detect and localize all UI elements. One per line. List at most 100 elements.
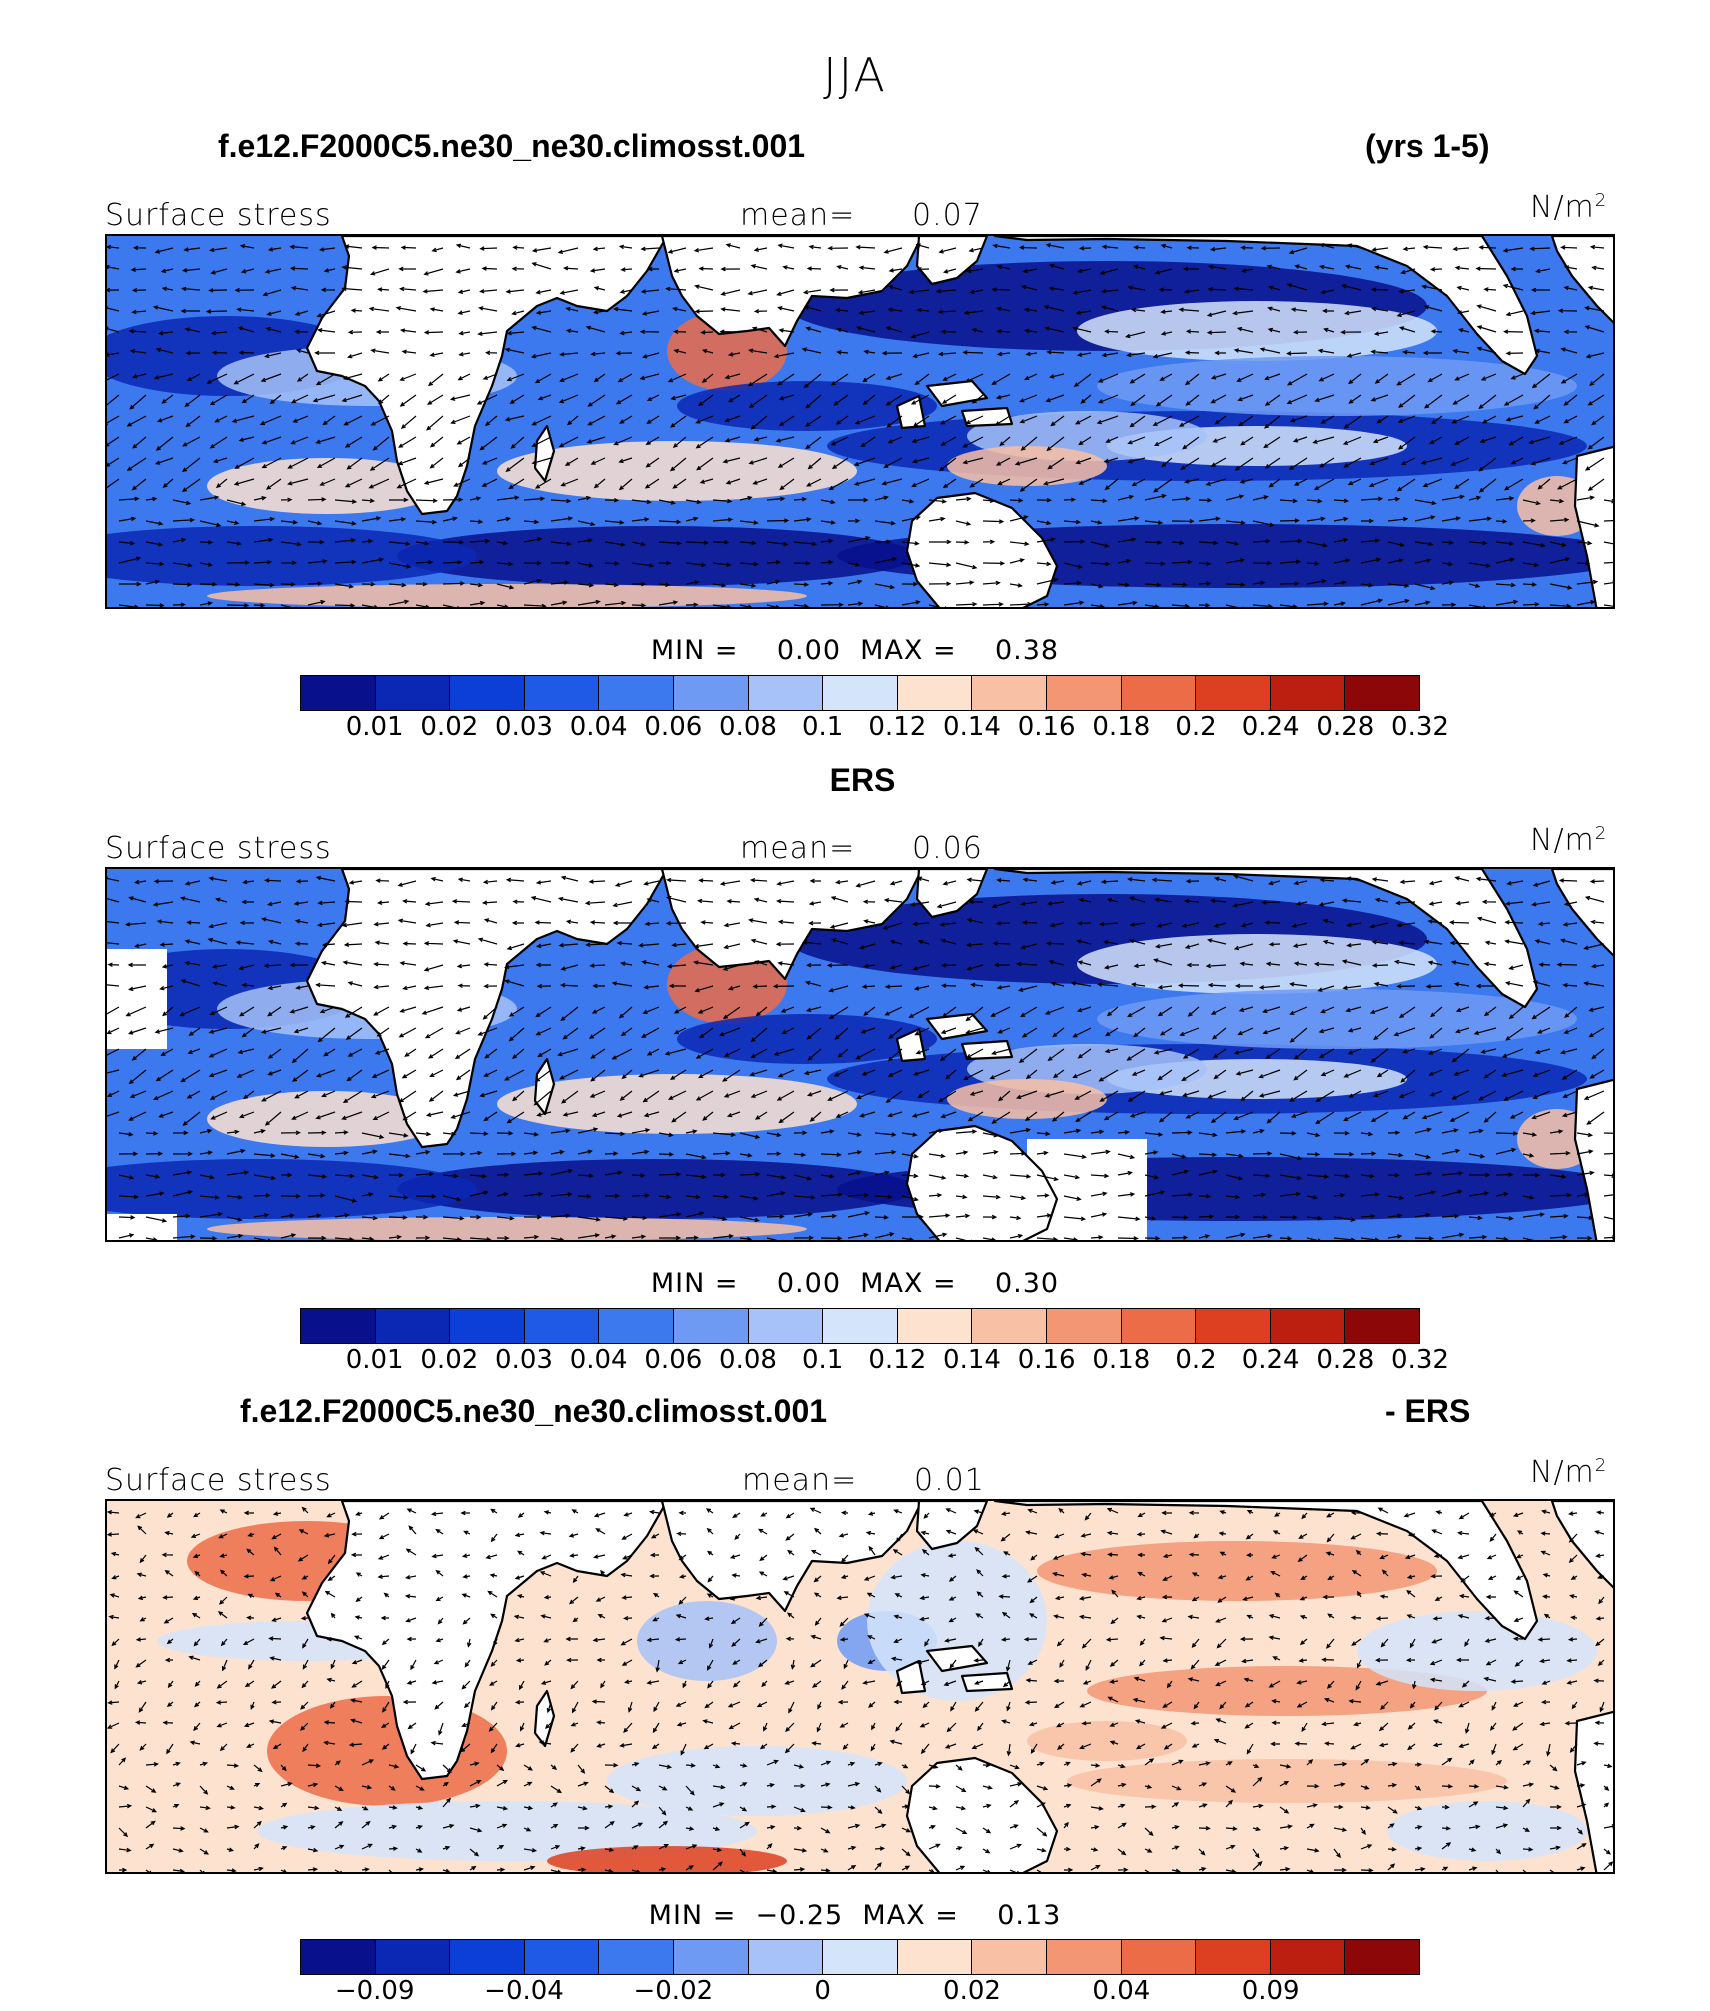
colorbar-tick-label: 0 <box>814 1976 831 2006</box>
colorbar-swatch <box>524 1940 600 1974</box>
colorbar-tick-label: −0.02 <box>633 1976 714 2006</box>
units-exponent: 2 <box>1594 823 1608 844</box>
colorbar-tick-label: 0.01 <box>345 1345 404 1375</box>
mean-label: mean= <box>740 198 856 233</box>
colorbar-swatch <box>1196 1309 1271 1343</box>
colorbar-swatch <box>450 676 525 710</box>
colorbar-swatch <box>897 1309 973 1343</box>
colorbar-swatch <box>301 1940 376 1974</box>
colorbar-swatch <box>972 1309 1047 1343</box>
minmax-label: MIN = 0.00 MAX = 0.30 <box>650 1268 1060 1299</box>
colorbar-swatch <box>897 676 973 710</box>
colorbar-swatch <box>1345 1940 1419 1974</box>
colorbar-tick-label: 0.14 <box>943 1345 1001 1375</box>
obs-title: ERS <box>829 762 896 798</box>
figure-title: JJA <box>823 48 887 102</box>
colorbar-swatch <box>524 676 600 710</box>
colorbar-tick-label: 0.04 <box>569 1345 628 1375</box>
colorbar-tick-label: 0.12 <box>868 712 927 742</box>
colorbar-swatch <box>1270 1940 1346 1974</box>
colorbar-tick-label: 0.32 <box>1391 712 1449 742</box>
colorbar-tick-label: 0.03 <box>495 1345 553 1375</box>
diff-title-right: - ERS <box>1385 1393 1471 1429</box>
colorbar <box>300 1939 1420 1975</box>
colorbar-swatch <box>375 1309 451 1343</box>
minmax-label: MIN = 0.00 MAX = 0.38 <box>650 635 1060 666</box>
colorbar-swatch <box>1270 1309 1346 1343</box>
colorbar-swatch <box>1121 1940 1197 1974</box>
colorbar-tick-label: 0.24 <box>1241 1345 1300 1375</box>
units-text: N/m <box>1530 1455 1595 1490</box>
colorbar-swatch <box>375 1940 451 1974</box>
colorbar-swatch <box>1345 1309 1419 1343</box>
surface-stress-map-model <box>105 234 1615 609</box>
colorbar-swatch <box>375 676 451 710</box>
colorbar-tick-label: 0.02 <box>420 1345 479 1375</box>
colorbar-tick-label: 0.16 <box>1017 712 1076 742</box>
colorbar-swatch <box>1046 676 1122 710</box>
colorbar-tick-label: 0.12 <box>868 1345 927 1375</box>
colorbar-swatch <box>823 1940 898 1974</box>
colorbar-swatch <box>673 1309 749 1343</box>
colorbar-swatch <box>524 1309 600 1343</box>
colorbar-swatch <box>673 1940 749 1974</box>
colorbar-swatch <box>748 1940 824 1974</box>
colorbar <box>300 1308 1420 1344</box>
colorbar-swatch <box>450 1309 525 1343</box>
mean-label: mean= <box>742 1463 858 1498</box>
mean-label: mean= <box>740 831 856 866</box>
colorbar-swatch <box>1270 676 1346 710</box>
colorbar-tick-label: 0.32 <box>1391 1345 1449 1375</box>
field-label: Surface stress <box>105 1463 332 1498</box>
surface-stress-map-ers <box>105 867 1615 1242</box>
colorbar-swatch <box>1196 1940 1271 1974</box>
minmax-label: MIN = −0.25 MAX = 0.13 <box>648 1900 1062 1931</box>
units-label: N/m2 <box>1530 1455 1607 1490</box>
units-text: N/m <box>1530 823 1595 858</box>
colorbar-tick-label: −0.09 <box>334 1976 415 2006</box>
colorbar-tick-label: 0.24 <box>1241 712 1300 742</box>
colorbar-tick-label: 0.1 <box>801 712 844 742</box>
colorbar-ticks: −0.09 −0.04 −0.02 0 0.02 0.04 0.09 <box>300 1976 1420 2010</box>
colorbar-swatch <box>1196 676 1271 710</box>
colorbar-swatch <box>748 676 824 710</box>
colorbar-tick-label: 0.18 <box>1092 1345 1151 1375</box>
units-exponent: 2 <box>1594 190 1608 211</box>
colorbar-swatch <box>301 1309 376 1343</box>
colorbar-swatch <box>301 676 376 710</box>
colorbar-tick-label: 0.09 <box>1241 1976 1300 2006</box>
years-label: (yrs 1-5) <box>1365 128 1490 164</box>
colorbar-swatch <box>673 676 749 710</box>
colorbar-swatch <box>972 1940 1047 1974</box>
colorbar-tick-label: 0.2 <box>1175 1345 1217 1375</box>
colorbar-tick-label: 0.04 <box>1092 1976 1151 2006</box>
colorbar-tick-label: 0.06 <box>644 712 703 742</box>
colorbar-tick-label: 0.04 <box>569 712 628 742</box>
field-label: Surface stress <box>105 198 332 233</box>
mean-value: 0.07 <box>912 198 983 233</box>
colorbar-swatch <box>897 1940 973 1974</box>
colorbar-swatch <box>972 676 1047 710</box>
colorbar-tick-label: 0.08 <box>719 1345 777 1375</box>
colorbar-swatch <box>1046 1940 1122 1974</box>
units-exponent: 2 <box>1594 1455 1608 1476</box>
field-label: Surface stress <box>105 831 332 866</box>
colorbar-swatch <box>1046 1309 1122 1343</box>
colorbar-tick-label: 0.14 <box>943 712 1001 742</box>
colorbar-swatch <box>1345 676 1419 710</box>
colorbar-tick-label: 0.16 <box>1017 1345 1076 1375</box>
colorbar-swatch <box>1121 676 1197 710</box>
colorbar-swatch <box>599 676 674 710</box>
colorbar-swatch <box>748 1309 824 1343</box>
colorbar-swatch <box>599 1309 674 1343</box>
colorbar-tick-label: 0.02 <box>420 712 479 742</box>
colorbar-tick-label: −0.04 <box>484 1976 564 2006</box>
colorbar-tick-label: 0.2 <box>1175 712 1217 742</box>
colorbar-swatch <box>450 1940 525 1974</box>
colorbar-swatch <box>823 676 898 710</box>
colorbar-tick-label: 0.18 <box>1092 712 1151 742</box>
units-label: N/m2 <box>1530 823 1607 858</box>
colorbar-swatch <box>1121 1309 1197 1343</box>
colorbar-swatch <box>823 1309 898 1343</box>
units-text: N/m <box>1530 190 1595 225</box>
